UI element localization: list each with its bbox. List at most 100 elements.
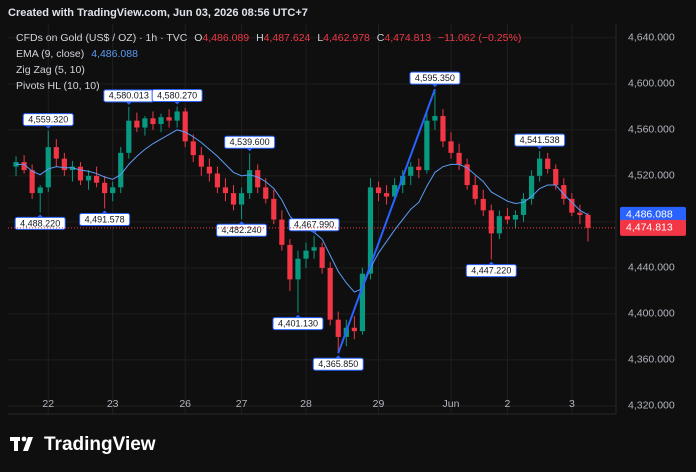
candle-body (45, 147, 51, 188)
candle-body (142, 118, 148, 128)
candle-body (255, 170, 261, 188)
candle-body (61, 158, 67, 171)
pivot-pointer (101, 210, 108, 214)
candle-body (392, 185, 398, 197)
candle-body (496, 216, 502, 234)
candle-body (287, 244, 293, 280)
y-tick-label: 4,600.000 (628, 78, 675, 90)
x-tick-label: 23 (107, 398, 119, 410)
pivot-pointer (238, 221, 245, 225)
candle-body (238, 193, 245, 205)
candle-body (440, 116, 446, 142)
candle-body (553, 168, 559, 186)
candle-body (295, 258, 301, 280)
candle-body (134, 120, 140, 128)
pivot-pointer (335, 355, 342, 359)
ohlc-value: 4,487.624 (264, 32, 311, 44)
candle-body (512, 214, 519, 220)
candle-body (158, 117, 164, 125)
x-tick-label: 29 (373, 398, 385, 410)
candle-body (520, 198, 527, 215)
candle-body (21, 162, 27, 171)
pivot-label: 4,467.990 (294, 220, 334, 230)
candle-body (416, 166, 422, 171)
y-tick-label: 4,440.000 (628, 262, 675, 274)
pivot-pointer (37, 214, 44, 218)
candle-body (85, 175, 92, 181)
x-tick-label: 2 (504, 398, 510, 410)
change: −11.062 (−0.25%) (438, 32, 521, 44)
pivot-label: 4,488.220 (20, 218, 60, 228)
candle-body (126, 120, 132, 153)
pivot-label: 4,482.240 (222, 225, 262, 235)
plot-area: 4,559.320 4,580.013 4,580.270 4,539.600 4,46… (8, 24, 616, 414)
candle-body (327, 267, 333, 320)
x-tick-label: Jun (443, 398, 460, 410)
pivot-label: 4,580.270 (157, 90, 197, 100)
candle-body (198, 155, 204, 167)
pivot-pointer (45, 125, 52, 129)
candle-body (263, 187, 269, 199)
candle-body (77, 166, 84, 181)
symbol: CFDs on Gold (US$ / OZ) · 1h · TVC (16, 32, 188, 44)
pivot-label: 4,491.578 (85, 214, 125, 224)
legend-zigzag: Zig Zag (5, 10) (16, 64, 85, 76)
ohlc-value: 4,486.089 (202, 32, 249, 44)
candle-body (271, 198, 277, 220)
pivot-pointer (311, 230, 318, 234)
ema-value: 4,486.088 (91, 48, 138, 60)
pivot-label: 4,365.850 (318, 359, 358, 369)
pivot-pointer (536, 146, 543, 150)
pivot-pointer (488, 261, 495, 265)
candle-body (190, 141, 196, 156)
x-tick-label: 27 (236, 398, 248, 410)
candle-body (214, 173, 221, 188)
y-tick-label: 4,640.000 (628, 32, 675, 44)
ohlc-value: 4,474.813 (384, 32, 431, 44)
logo-icon (23, 437, 33, 451)
y-tick-label: 4,360.000 (628, 354, 675, 366)
candle-body (222, 187, 229, 194)
candle-body (480, 198, 486, 211)
logo: TradingView (10, 434, 156, 455)
candle-body (537, 158, 543, 176)
banner: Created with TradingView.com, Jun 03, 20… (8, 7, 308, 19)
candle-body (488, 210, 494, 234)
legend-pivots: Pivots HL (10, 10) (16, 80, 100, 92)
candle-body (29, 170, 35, 194)
y-tick-label: 4,320.000 (628, 400, 675, 412)
candle-body (247, 170, 253, 194)
candle-body (311, 247, 317, 251)
candle-body (37, 187, 43, 194)
candle-body (464, 164, 470, 186)
candle-body (230, 193, 237, 205)
candle-body (303, 250, 309, 259)
candle-body (367, 187, 374, 274)
pivot-label: 4,447.220 (471, 265, 511, 275)
candle-body (174, 111, 180, 121)
candle-body (93, 175, 100, 183)
candle-body (577, 212, 583, 215)
pivot-label: 4,595.350 (415, 73, 455, 83)
x-tick-label: 26 (179, 398, 191, 410)
candle-body (375, 187, 382, 194)
candle-body (13, 162, 19, 167)
x-tick-label: 3 (569, 398, 575, 410)
candle-body (182, 111, 188, 142)
candle-body (118, 152, 124, 188)
pivot-pointer (125, 101, 132, 105)
candle-body (279, 219, 285, 245)
logo-icon (14, 437, 18, 451)
candle-body (53, 147, 59, 159)
legend-symbol-line: CFDs on Gold (US$ / OZ) · 1h · TVC O4,48… (16, 32, 521, 44)
logo-icon (21, 436, 27, 442)
pivot-pointer (431, 84, 438, 88)
pivot-pointer (294, 314, 301, 318)
x-tick-label: 28 (300, 398, 312, 410)
ema-price-box (620, 206, 686, 223)
candle-body (335, 319, 341, 337)
candle-body (561, 185, 567, 199)
pivot-label: 4,401.130 (278, 318, 318, 328)
